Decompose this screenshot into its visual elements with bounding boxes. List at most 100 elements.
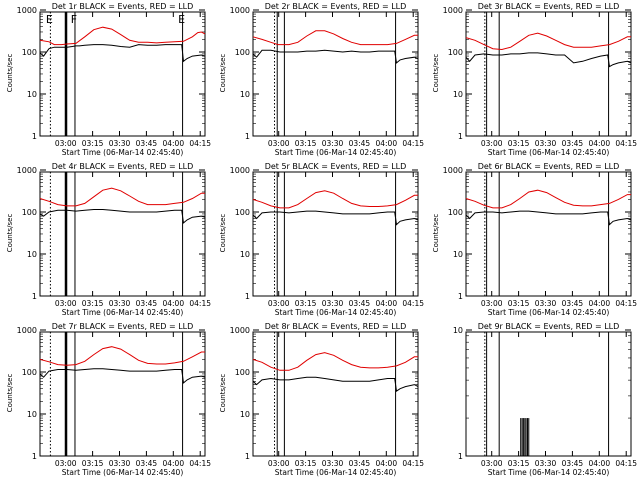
y-tick-label: 1000 — [230, 6, 250, 15]
x-tick-label: 03:30 — [322, 139, 344, 148]
y-tick-label: 100 — [22, 368, 37, 377]
x-axis-label: Start Time (06-Mar-14 02:45:40) — [275, 468, 397, 477]
chart-title: Det 6r BLACK = Events, RED = LLD — [478, 162, 620, 171]
x-tick-label: 03:00 — [55, 299, 77, 308]
x-tick-label: 03:30 — [109, 299, 131, 308]
chart-panel-6: Det 6r BLACK = Events, RED = LLD 1 10 100 10… — [432, 162, 637, 317]
series-line-events — [465, 52, 632, 68]
y-tick-label: 1 — [245, 452, 250, 461]
x-tick-label: 03:00 — [55, 459, 77, 468]
x-tick-label: 03:15 — [295, 139, 317, 148]
x-tick-label: 03:45 — [349, 459, 371, 468]
chart-title: Det 7r BLACK = Events, RED = LLD — [52, 322, 194, 331]
x-tick-label: 04:00 — [375, 459, 397, 468]
y-tick-label: 1000 — [443, 6, 463, 15]
y-axis-label: Counts/sec — [432, 214, 440, 253]
series-line-lld — [39, 26, 206, 46]
series-line-lld — [252, 30, 418, 46]
y-tick-label: 100 — [22, 48, 37, 57]
x-tick-label: 03:15 — [295, 299, 317, 308]
x-tick-label: 03:15 — [82, 299, 104, 308]
y-tick-label: 100 — [235, 48, 250, 57]
x-tick-label: 03:00 — [481, 139, 503, 148]
x-tick-label: 04:15 — [189, 459, 211, 468]
x-tick-label: 03:45 — [136, 299, 158, 308]
x-tick-label: 03:45 — [562, 139, 584, 148]
plot-frame — [39, 171, 206, 297]
x-axis-label: Start Time (06-Mar-14 02:45:40) — [488, 468, 610, 477]
x-tick-label: 04:00 — [375, 299, 397, 308]
y-tick-label: 10 — [453, 90, 463, 99]
x-tick-label: 03:30 — [322, 299, 344, 308]
chart-title: Det 8r BLACK = Events, RED = LLD — [265, 322, 407, 331]
series-line-events — [252, 210, 419, 226]
series-line-lld — [465, 189, 631, 209]
x-tick-label: 03:45 — [349, 139, 371, 148]
x-tick-label: 03:15 — [508, 459, 530, 468]
chart-panel-4: Det 4r BLACK = Events, RED = LLD 1 10 100 10… — [6, 162, 211, 317]
y-tick-label: 1 — [32, 452, 37, 461]
x-tick-label: 03:00 — [55, 139, 77, 148]
plot-frame — [252, 171, 419, 297]
x-tick-label: 03:45 — [349, 299, 371, 308]
x-tick-label: 03:15 — [82, 139, 104, 148]
chart-title: Det 5r BLACK = Events, RED = LLD — [265, 162, 407, 171]
series-line-events — [39, 368, 206, 384]
x-tick-label: 04:00 — [162, 299, 184, 308]
y-axis-label: Counts/sec — [6, 54, 14, 93]
plot-frame — [252, 11, 419, 137]
x-tick-label: 04:00 — [588, 139, 610, 148]
x-tick-label: 04:15 — [615, 139, 637, 148]
x-tick-label: 04:00 — [375, 139, 397, 148]
x-tick-label: 03:00 — [268, 299, 290, 308]
y-tick-label: 100 — [448, 208, 463, 217]
x-tick-label: 03:00 — [268, 139, 290, 148]
y-tick-label: 10 — [453, 326, 463, 335]
series-line-events — [252, 376, 419, 392]
y-tick-label: 10 — [453, 250, 463, 259]
chart-panel-5: Det 5r BLACK = Events, RED = LLD 1 10 100 10… — [219, 162, 424, 317]
y-tick-label: 1000 — [230, 166, 250, 175]
y-axis-label: Counts/sec — [219, 54, 227, 93]
series-line-events — [465, 210, 632, 226]
x-axis-label: Start Time (06-Mar-14 02:45:40) — [62, 148, 184, 157]
y-axis-label: Counts/sec — [219, 374, 227, 413]
series-line-lld — [39, 346, 205, 366]
y-tick-label: 1000 — [17, 166, 37, 175]
x-tick-label: 03:30 — [535, 139, 557, 148]
plot-frame — [465, 171, 632, 297]
y-tick-label: 10 — [27, 90, 37, 99]
y-tick-label: 1 — [32, 132, 37, 141]
y-tick-label: 1 — [458, 292, 463, 301]
chart-title: Det 9r BLACK = Events, RED = LLD — [478, 322, 620, 331]
series-line-events — [39, 209, 206, 224]
plot-frame — [252, 331, 419, 457]
x-tick-label: 04:00 — [162, 459, 184, 468]
y-tick-label: 10 — [240, 250, 250, 259]
x-tick-label: 03:30 — [535, 299, 557, 308]
y-tick-label: 1 — [245, 132, 250, 141]
x-tick-label: 03:00 — [481, 299, 503, 308]
x-tick-label: 03:45 — [562, 299, 584, 308]
plot-frame — [39, 11, 206, 137]
y-tick-label: 100 — [448, 48, 463, 57]
x-tick-label: 04:15 — [189, 299, 211, 308]
chart-panel-1: Det 1r BLACK = Events, RED = LLD 1 10 100 10… — [6, 2, 211, 157]
y-tick-label: 1 — [245, 292, 250, 301]
x-tick-label: 03:30 — [322, 459, 344, 468]
chart-title: Det 3r BLACK = Events, RED = LLD — [478, 2, 620, 11]
x-tick-label: 04:00 — [162, 139, 184, 148]
x-tick-label: 03:45 — [136, 139, 158, 148]
y-tick-label: 10 — [27, 410, 37, 419]
x-tick-label: 03:30 — [109, 459, 131, 468]
y-tick-label: 10 — [240, 410, 250, 419]
chart-title: Det 1r BLACK = Events, RED = LLD — [52, 2, 194, 11]
series-line-lld — [252, 352, 418, 371]
series-line-lld — [465, 32, 631, 51]
x-tick-label: 03:30 — [535, 459, 557, 468]
x-axis-label: Start Time (06-Mar-14 02:45:40) — [488, 308, 610, 317]
series-line-events — [252, 49, 419, 64]
chart-panel-9: Det 9r BLACK = Events, RED = LLD 1 10 03:00… — [453, 322, 637, 477]
x-tick-label: 04:00 — [588, 459, 610, 468]
